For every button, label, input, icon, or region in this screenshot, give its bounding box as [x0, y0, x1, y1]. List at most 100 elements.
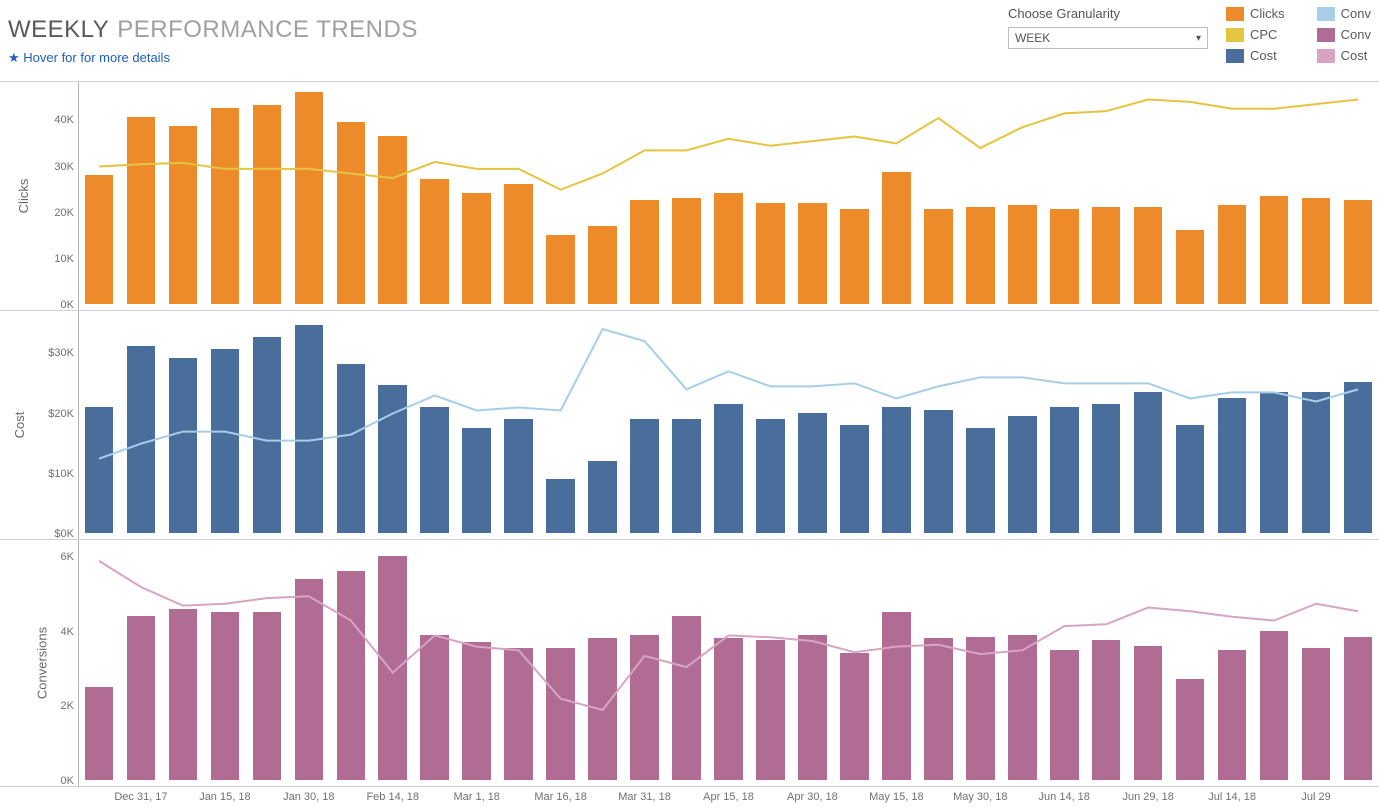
bar[interactable]	[127, 616, 156, 780]
legend-item[interactable]: Cost	[1317, 48, 1371, 63]
legend-item[interactable]: Clicks	[1226, 6, 1285, 21]
bar[interactable]	[85, 407, 114, 534]
bar[interactable]	[337, 364, 366, 533]
bar[interactable]	[420, 407, 449, 534]
bar[interactable]	[337, 122, 366, 304]
bar[interactable]	[672, 616, 701, 780]
bar[interactable]	[756, 640, 785, 780]
bar[interactable]	[169, 358, 198, 533]
bar[interactable]	[1176, 679, 1205, 780]
bar[interactable]	[1344, 637, 1373, 780]
bar[interactable]	[1050, 407, 1079, 534]
bar[interactable]	[966, 207, 995, 304]
bar[interactable]	[798, 635, 827, 780]
bar[interactable]	[714, 638, 743, 780]
bar[interactable]	[882, 612, 911, 780]
bar[interactable]	[672, 419, 701, 534]
bar[interactable]	[295, 579, 324, 780]
bar[interactable]	[630, 200, 659, 304]
bar[interactable]	[337, 571, 366, 780]
bar[interactable]	[966, 637, 995, 780]
bar[interactable]	[756, 203, 785, 305]
bar[interactable]	[714, 404, 743, 534]
legend-item[interactable]: Conv	[1317, 27, 1371, 42]
bar[interactable]	[966, 428, 995, 534]
legend-item[interactable]: CPC	[1226, 27, 1285, 42]
bar[interactable]	[882, 172, 911, 304]
bar[interactable]	[714, 193, 743, 304]
bar[interactable]	[1218, 398, 1247, 534]
bar[interactable]	[924, 638, 953, 780]
bar[interactable]	[127, 117, 156, 304]
bar[interactable]	[756, 419, 785, 534]
bar[interactable]	[1050, 209, 1079, 304]
bar[interactable]	[798, 413, 827, 534]
bar[interactable]	[840, 653, 869, 780]
bar[interactable]	[546, 235, 575, 304]
bar[interactable]	[1176, 230, 1205, 304]
bar[interactable]	[1260, 392, 1289, 534]
bar[interactable]	[462, 428, 491, 534]
bar[interactable]	[1134, 392, 1163, 534]
bar[interactable]	[462, 193, 491, 304]
bar[interactable]	[211, 612, 240, 780]
bar[interactable]	[504, 419, 533, 534]
bar[interactable]	[378, 136, 407, 305]
bar[interactable]	[588, 461, 617, 533]
bar[interactable]	[169, 609, 198, 780]
bar[interactable]	[253, 105, 282, 304]
bar[interactable]	[840, 425, 869, 534]
bar[interactable]	[1344, 200, 1373, 304]
bar[interactable]	[1092, 207, 1121, 304]
bar[interactable]	[295, 325, 324, 533]
bar[interactable]	[378, 385, 407, 533]
bar[interactable]	[924, 410, 953, 534]
bar[interactable]	[1134, 646, 1163, 780]
bar[interactable]	[1302, 198, 1331, 304]
bar[interactable]	[1218, 650, 1247, 780]
bar[interactable]	[1008, 635, 1037, 780]
bar[interactable]	[1218, 205, 1247, 304]
bar[interactable]	[378, 556, 407, 780]
bar[interactable]	[1092, 404, 1121, 534]
bar[interactable]	[85, 687, 114, 780]
granularity-select[interactable]: WEEK	[1008, 27, 1208, 49]
bar[interactable]	[420, 179, 449, 304]
bar[interactable]	[588, 638, 617, 780]
bar[interactable]	[1008, 416, 1037, 534]
bar[interactable]	[588, 226, 617, 305]
bar[interactable]	[127, 346, 156, 533]
bar[interactable]	[1344, 382, 1373, 533]
bar[interactable]	[1050, 650, 1079, 780]
bar[interactable]	[1008, 205, 1037, 304]
bar[interactable]	[169, 126, 198, 304]
bar[interactable]	[295, 92, 324, 305]
bar[interactable]	[630, 419, 659, 534]
bar[interactable]	[1302, 392, 1331, 534]
bar[interactable]	[211, 349, 240, 533]
bar[interactable]	[1302, 648, 1331, 780]
bar[interactable]	[462, 642, 491, 780]
bar[interactable]	[504, 184, 533, 304]
bar[interactable]	[211, 108, 240, 304]
bar[interactable]	[882, 407, 911, 534]
bar[interactable]	[924, 209, 953, 304]
bar[interactable]	[85, 175, 114, 304]
bar[interactable]	[420, 635, 449, 780]
bar[interactable]	[1260, 631, 1289, 780]
bar[interactable]	[504, 648, 533, 780]
bar[interactable]	[1092, 640, 1121, 780]
bar[interactable]	[253, 337, 282, 533]
bar[interactable]	[630, 635, 659, 780]
bar[interactable]	[798, 203, 827, 305]
legend-item[interactable]: Conv	[1317, 6, 1371, 21]
bar[interactable]	[1260, 196, 1289, 305]
bar[interactable]	[1176, 425, 1205, 534]
bar[interactable]	[253, 612, 282, 780]
bar[interactable]	[546, 648, 575, 780]
bar[interactable]	[1134, 207, 1163, 304]
legend-item[interactable]: Cost	[1226, 48, 1285, 63]
bar[interactable]	[672, 198, 701, 304]
bar[interactable]	[840, 209, 869, 304]
bar[interactable]	[546, 479, 575, 533]
